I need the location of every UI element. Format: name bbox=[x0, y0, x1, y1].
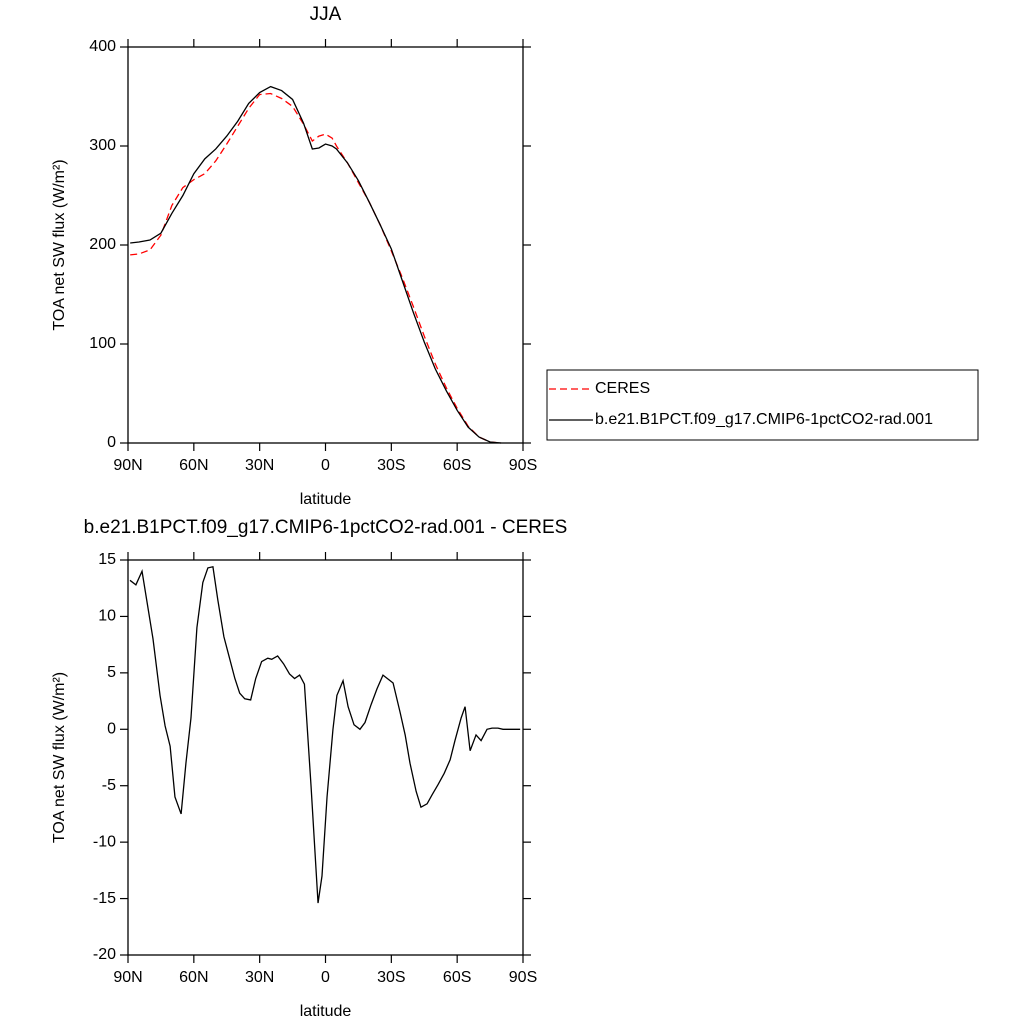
chart-title: b.e21.B1PCT.f09_g17.CMIP6-1pctCO2-rad.00… bbox=[84, 517, 568, 538]
x-axis-label: latitude bbox=[300, 491, 352, 508]
x-tick-label: 30S bbox=[377, 457, 405, 474]
y-tick-label: -20 bbox=[93, 946, 116, 963]
x-tick-label: 0 bbox=[321, 969, 330, 986]
y-tick-label: 200 bbox=[89, 236, 116, 253]
x-tick-label: 0 bbox=[321, 457, 330, 474]
y-tick-label: -10 bbox=[93, 833, 116, 850]
x-tick-label: 60S bbox=[443, 457, 471, 474]
x-tick-label: 90N bbox=[113, 969, 142, 986]
y-tick-label: -15 bbox=[93, 890, 116, 907]
x-axis-label: latitude bbox=[300, 1003, 352, 1020]
x-tick-label: 90S bbox=[509, 969, 537, 986]
y-tick-label: 5 bbox=[107, 664, 116, 681]
legend-label: CERES bbox=[595, 380, 650, 397]
legend-box bbox=[546, 369, 979, 441]
x-tick-label: 30N bbox=[245, 969, 274, 986]
y-tick-label: 300 bbox=[89, 137, 116, 154]
y-tick-label: 0 bbox=[107, 434, 116, 451]
y-tick-label: 400 bbox=[89, 38, 116, 55]
data-line bbox=[130, 92, 502, 444]
x-tick-label: 60N bbox=[179, 969, 208, 986]
x-tick-label: 30S bbox=[377, 969, 405, 986]
data-line bbox=[129, 565, 521, 904]
x-tick-label: 30N bbox=[245, 457, 274, 474]
y-tick-label: 0 bbox=[107, 721, 116, 738]
y-axis-label: TOA net SW flux (W/m²) bbox=[51, 672, 68, 843]
x-tick-label: 60N bbox=[179, 457, 208, 474]
x-tick-label: 60S bbox=[443, 969, 471, 986]
y-tick-label: 10 bbox=[98, 608, 116, 625]
legend-label: b.e21.B1PCT.f09_g17.CMIP6-1pctCO2-rad.00… bbox=[595, 411, 933, 428]
x-tick-label: 90S bbox=[509, 457, 537, 474]
x-tick-label: 90N bbox=[113, 457, 142, 474]
y-tick-label: 100 bbox=[89, 335, 116, 352]
plot-frame bbox=[127, 559, 524, 956]
chart-title: JJA bbox=[310, 4, 342, 25]
data-line bbox=[130, 85, 502, 444]
y-axis-label: TOA net SW flux (W/m²) bbox=[51, 159, 68, 330]
y-tick-label: 15 bbox=[98, 551, 116, 568]
plot-frame bbox=[127, 46, 524, 444]
y-tick-label: -5 bbox=[102, 777, 116, 794]
